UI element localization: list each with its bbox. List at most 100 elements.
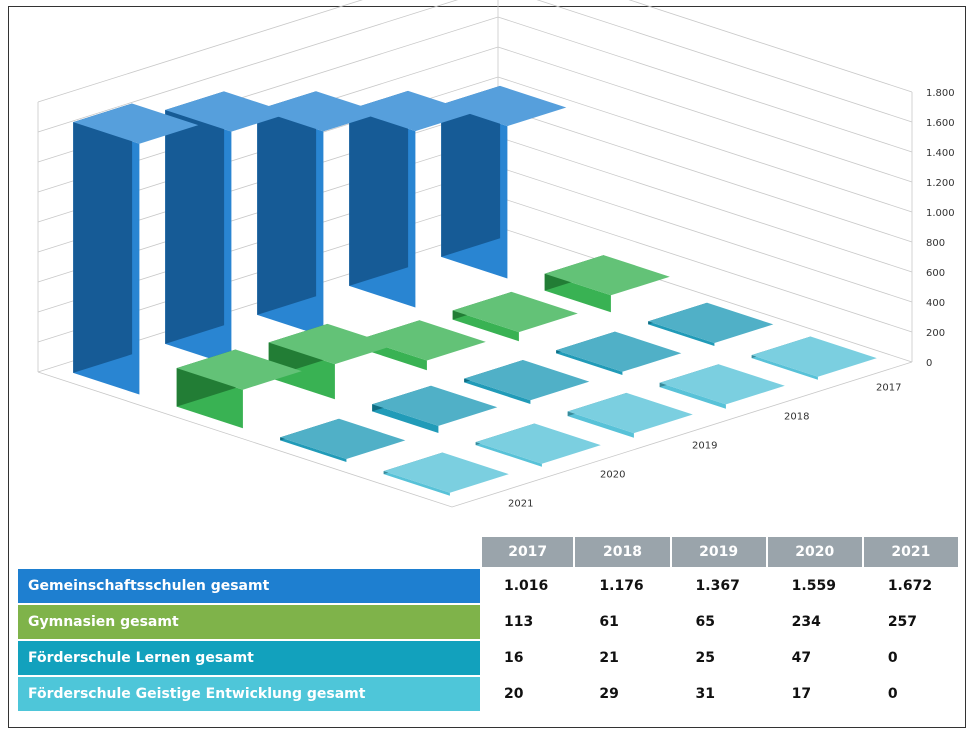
bar-front-face — [751, 355, 818, 380]
table-header-blank — [18, 537, 480, 567]
table-cell: 234 — [767, 605, 862, 639]
bar-0-2018 — [349, 90, 475, 308]
x-tick-label: 2017 — [876, 383, 901, 394]
bar-top-face — [165, 91, 291, 132]
table-cell: 29 — [575, 677, 670, 711]
x-tick-label: 2019 — [692, 441, 717, 452]
y-tick-label: 1.600 — [926, 118, 955, 129]
table-cell: 0 — [863, 641, 958, 675]
bar-0-2019 — [257, 91, 383, 337]
table-cell: 1.559 — [767, 569, 862, 603]
bar-3-2019 — [567, 392, 693, 438]
grid-line — [37, 0, 913, 133]
bar-top-face — [648, 302, 774, 343]
bar-front-face — [659, 382, 726, 409]
table-cell: 61 — [575, 605, 670, 639]
bar-front-face — [567, 411, 634, 438]
bar-top-face — [464, 360, 590, 401]
y-tick-label: 200 — [926, 328, 945, 339]
bar-1-2020 — [268, 323, 394, 400]
table-header-year: 2020 — [767, 537, 862, 567]
table-header-year: 2021 — [863, 537, 958, 567]
table-cell: 25 — [671, 641, 766, 675]
bar-top-face — [360, 320, 486, 361]
bar-2-2021 — [280, 418, 406, 462]
bar-top-face — [268, 323, 394, 365]
bar-front-face — [383, 471, 450, 496]
table-cell: 0 — [863, 677, 958, 711]
table-row: Förderschule Geistige Entwicklung gesamt… — [18, 677, 958, 711]
y-tick-label: 1.000 — [926, 208, 955, 219]
bar-front-face — [475, 442, 542, 467]
bar-top-face — [257, 91, 383, 132]
bar-front-face — [452, 310, 519, 342]
bar-top-face — [556, 331, 682, 372]
table-cell: 257 — [863, 605, 958, 639]
grid-line — [37, 0, 913, 103]
bar-2-2020 — [372, 385, 498, 433]
table-cell: 1.367 — [671, 569, 766, 603]
table-cell: 47 — [767, 641, 862, 675]
table-cell: 21 — [575, 641, 670, 675]
table-row: Gymnasien gesamt 113 61 65 234 257 — [18, 605, 958, 639]
y-tick-label: 1.200 — [926, 178, 955, 189]
chart-bars — [73, 85, 877, 496]
y-tick-label: 1.800 — [926, 88, 955, 99]
floor-edge — [37, 361, 913, 508]
table-cell: 20 — [482, 677, 574, 711]
bar-front-face — [464, 378, 531, 404]
bar-top-face — [659, 364, 785, 405]
table-header-row: 2017 2018 2019 2020 2021 — [18, 537, 958, 567]
table-row-label: Förderschule Geistige Entwicklung gesamt — [18, 677, 480, 711]
bar-front-face — [280, 437, 347, 462]
table-row: Förderschule Lernen gesamt 16 21 25 47 0 — [18, 641, 958, 675]
bar-top-face — [452, 291, 578, 333]
table-cell: 1.672 — [863, 569, 958, 603]
bar-0-2020 — [165, 91, 291, 366]
bar-top-face — [441, 85, 567, 127]
y-tick-label: 0 — [926, 358, 932, 369]
bar-3-2017 — [751, 336, 877, 380]
table-cell: 31 — [671, 677, 766, 711]
bar-1-2018 — [452, 291, 578, 342]
x-tick-label: 2021 — [508, 499, 533, 510]
bar-0-2021 — [73, 103, 199, 395]
table-header-year: 2019 — [671, 537, 766, 567]
bar-side-face — [441, 85, 501, 257]
y-tick-label: 400 — [926, 298, 945, 309]
table-row-label: Förderschule Lernen gesamt — [18, 641, 480, 675]
table-row-label: Gemeinschaftsschulen gesamt — [18, 569, 480, 603]
bar-2-2018 — [556, 331, 682, 375]
bar-0-2017 — [441, 85, 567, 279]
bar-top-face — [176, 349, 302, 390]
bar-side-face — [73, 103, 133, 373]
bar-side-face — [349, 90, 409, 286]
table-row: Gemeinschaftsschulen gesamt 1.016 1.176 1.3… — [18, 569, 958, 603]
chart-labels: 2017 2018 2019 2020 2021 — [508, 383, 901, 510]
bar-3-2021 — [383, 452, 509, 496]
bar-3-2018 — [659, 364, 785, 409]
bar-2-2017 — [648, 302, 774, 346]
data-table: 2017 2018 2019 2020 2021 Gemeinschaftssc… — [16, 535, 960, 713]
bar-front-face — [372, 404, 439, 433]
bar-top-face — [349, 90, 475, 132]
bar-3-2020 — [475, 423, 601, 467]
bar-top-face — [567, 392, 693, 434]
table-cell: 1.016 — [482, 569, 574, 603]
bar-top-face — [372, 385, 498, 426]
table-header-year: 2017 — [482, 537, 574, 567]
bar-front-face — [556, 350, 623, 375]
y-tick-label: 600 — [926, 268, 945, 279]
table-header-year: 2018 — [575, 537, 670, 567]
x-tick-label: 2018 — [784, 412, 809, 423]
table-cell: 65 — [671, 605, 766, 639]
table-cell: 1.176 — [575, 569, 670, 603]
y-tick-label: 800 — [926, 238, 945, 249]
bar-top-face — [751, 336, 877, 377]
bar-side-face — [165, 91, 225, 344]
bar-front-face — [648, 321, 715, 346]
bar-1-2017 — [544, 255, 670, 313]
table-row-label: Gymnasien gesamt — [18, 605, 480, 639]
bar-1-2021 — [176, 349, 302, 429]
bar-top-face — [383, 452, 509, 493]
